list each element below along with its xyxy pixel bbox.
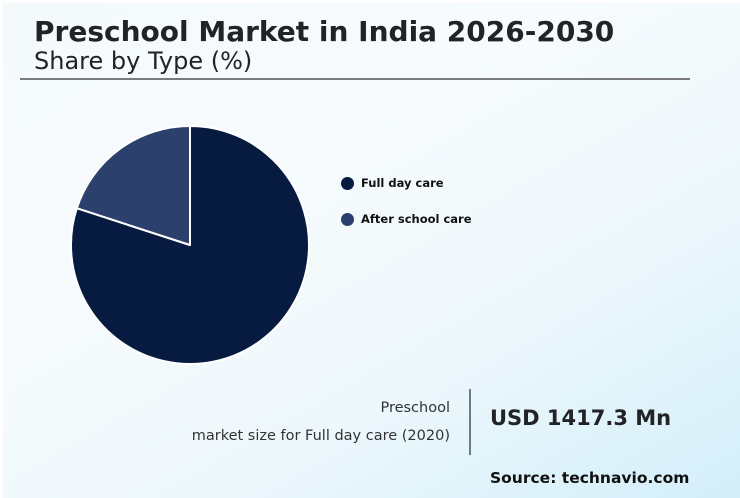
- legend: Full day care After school care: [341, 174, 472, 246]
- pie-slice-full-day-care: [70, 125, 310, 365]
- title-divider: [20, 78, 690, 80]
- kpi-divider: [469, 389, 471, 455]
- kpi-label-line1: Preschool: [380, 400, 450, 416]
- kpi-value: USD 1417.3 Mn: [490, 406, 672, 430]
- kpi-label-line2: market size for Full day care (2020): [191, 428, 450, 444]
- legend-swatch-icon: [341, 176, 354, 190]
- chart-subtitle: Share by Type (%): [34, 47, 253, 75]
- legend-item-after-school-care: After school care: [341, 210, 472, 228]
- legend-swatch-icon: [341, 212, 354, 226]
- chart-title: Preschool Market in India 2026-2030: [34, 15, 615, 48]
- pie-chart: [70, 125, 310, 365]
- legend-label: After school care: [361, 212, 472, 226]
- legend-item-full-day-care: Full day care: [341, 174, 472, 192]
- source-credit: Source: technavio.com: [490, 469, 690, 487]
- pie-slice-after-school-care: [75, 125, 191, 246]
- legend-label: Full day care: [361, 176, 444, 190]
